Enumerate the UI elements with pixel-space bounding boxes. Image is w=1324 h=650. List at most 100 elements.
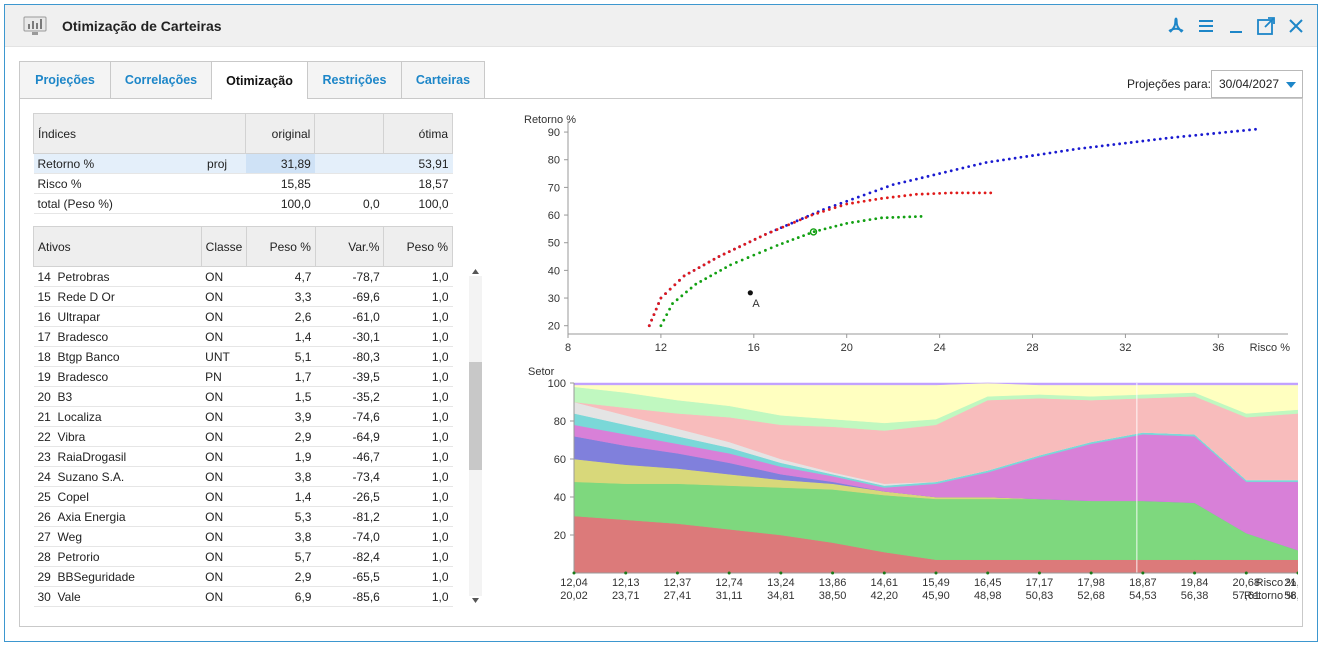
x-tick-label-return: 57,61 — [1233, 590, 1261, 602]
index-otima: 53,91 — [383, 153, 453, 174]
frontier-point — [845, 202, 849, 206]
scroll-up-icon[interactable] — [469, 266, 485, 276]
indices-header-original[interactable]: original — [245, 113, 316, 154]
minimize-icon[interactable] — [1225, 15, 1247, 37]
indices-header-mid[interactable] — [314, 113, 385, 154]
frontier-point — [758, 235, 762, 239]
asset-row[interactable]: 21 Localiza ON 3,9 -74,6 1,0 — [33, 406, 453, 427]
frontier-point — [891, 183, 895, 187]
frontier-point — [891, 216, 895, 219]
x-tick-label-return: 48,98 — [974, 590, 1002, 602]
scroll-down-icon[interactable] — [469, 596, 485, 606]
indices-row[interactable]: Retorno % proj 31,89 53,91 — [33, 153, 453, 174]
frontier-point — [944, 191, 947, 195]
asset-name-cell: 16 Ultrapar — [33, 306, 202, 327]
pdf-icon[interactable] — [1165, 15, 1187, 37]
frontier-point — [862, 219, 866, 222]
scroll-thumb[interactable] — [469, 362, 482, 470]
indices-header-otima[interactable]: ótima — [383, 113, 453, 154]
index-name: Retorno % — [33, 153, 204, 174]
asset-row[interactable]: 18 Btgp Banco UNT 5,1 -80,3 1,0 — [33, 346, 453, 367]
asset-row[interactable]: 15 Rede D Or ON 3,3 -69,6 1,0 — [33, 286, 453, 307]
asset-weight-optimal: 1,0 — [383, 426, 453, 447]
tab-restricoes[interactable]: Restrições — [307, 61, 401, 99]
asset-row[interactable]: 19 Bradesco PN 1,7 -39,5 1,0 — [33, 366, 453, 387]
asset-class: ON — [201, 326, 247, 347]
y-axis-label: Setor — [528, 366, 555, 378]
assets-header-var[interactable]: Var.% — [314, 226, 385, 267]
frontier-point — [804, 216, 808, 219]
projection-date-select[interactable]: 30/04/2027 — [1211, 70, 1303, 98]
frontier-point — [833, 206, 837, 210]
frontier-point — [891, 195, 895, 199]
frontier-point — [903, 180, 907, 184]
asset-weight-optimal: 1,0 — [383, 346, 453, 367]
asset-row[interactable]: 14 Petrobras ON 4,7 -78,7 1,0 — [33, 266, 453, 287]
asset-row[interactable]: 24 Suzano S.A. ON 3,8 -73,4 1,0 — [33, 466, 453, 487]
frontier-point — [682, 274, 686, 278]
x-tick-label-risk: 17,98 — [1077, 577, 1105, 589]
menu-icon[interactable] — [1195, 15, 1217, 37]
frontier-point — [680, 294, 684, 298]
asset-row[interactable]: 28 Petrorio ON 5,7 -82,4 1,0 — [33, 546, 453, 567]
asset-variation: -61,0 — [315, 306, 384, 327]
x-tick-label-risk: 12,13 — [612, 577, 640, 589]
x-tick-label-return: 56,38 — [1181, 590, 1209, 602]
indices-row[interactable]: total (Peso %) 100,0 0,0 100,0 — [33, 193, 453, 214]
asset-weight: 5,7 — [246, 546, 316, 567]
asset-row[interactable]: 30 Vale ON 6,9 -85,6 1,0 — [33, 586, 453, 607]
popout-icon[interactable] — [1255, 15, 1277, 37]
frontier-point — [1170, 136, 1174, 139]
frontier-point — [827, 208, 831, 211]
indices-row[interactable]: Risco % 15,85 18,57 — [33, 173, 453, 194]
assets-scrollbar[interactable] — [466, 266, 482, 606]
frontier-point — [650, 318, 654, 322]
x-tick-label-risk: 12,74 — [715, 577, 743, 589]
asset-number: 29 — [37, 569, 51, 584]
frontier-point — [719, 268, 723, 272]
asset-row[interactable]: 17 Bradesco ON 1,4 -30,1 1,0 — [33, 326, 453, 347]
asset-row[interactable]: 16 Ultrapar ON 2,6 -61,0 1,0 — [33, 306, 453, 327]
assets-header-peso2[interactable]: Peso % — [383, 226, 453, 267]
indices-header-name[interactable]: Índices — [32, 113, 247, 154]
tab-carteiras[interactable]: Carteiras — [401, 61, 485, 99]
x-marker — [1244, 571, 1248, 575]
tab-correlacoes[interactable]: Correlações — [110, 61, 211, 99]
optimal-point — [809, 228, 818, 236]
x-marker — [1037, 571, 1041, 575]
tab-otimizacao[interactable]: Otimização — [211, 61, 307, 100]
asset-name: Bradesco — [57, 369, 109, 384]
assets-header-peso[interactable]: Peso % — [246, 226, 316, 267]
asset-weight-optimal: 1,0 — [383, 586, 453, 607]
asset-row[interactable]: 20 B3 ON 1,5 -35,2 1,0 — [33, 386, 453, 407]
frontier-point — [885, 216, 889, 220]
asset-row[interactable]: 26 Axia Energia ON 5,3 -81,2 1,0 — [33, 506, 453, 527]
frontier-point — [845, 199, 849, 203]
asset-row[interactable]: 29 BBSeguridade ON 2,9 -65,5 1,0 — [33, 566, 453, 587]
efficient-frontier-chart[interactable]: Retorno % 20 30 40 50 60 70 80 90 8 12 16 20 24 28 32 36… — [498, 109, 1298, 359]
asset-row[interactable]: 22 Vibra ON 2,9 -64,9 1,0 — [33, 426, 453, 447]
x-tick-label: 16 — [748, 342, 760, 354]
x-tick-label-risk: 12,04 — [560, 577, 588, 589]
asset-variation: -81,2 — [315, 506, 384, 527]
frontier-point — [1083, 146, 1087, 150]
asset-row[interactable]: 23 RaiaDrogasil ON 1,9 -46,7 1,0 — [33, 446, 453, 467]
assets-header-ativos[interactable]: Ativos — [33, 226, 202, 267]
asset-row[interactable]: 25 Copel ON 1,4 -26,5 1,0 — [33, 486, 453, 507]
x-tick-label-risk: 21,67 — [1284, 577, 1298, 589]
frontier-point — [781, 225, 785, 229]
close-icon[interactable] — [1285, 15, 1307, 37]
frontier-point — [1089, 145, 1092, 149]
y-tick-label: 50 — [548, 238, 560, 250]
tab-projecoes[interactable]: Projeções — [19, 61, 110, 99]
assets-header-classe[interactable]: Classe — [200, 226, 248, 267]
frontier-point — [1048, 151, 1052, 155]
asset-name-cell: 26 Axia Energia — [33, 506, 202, 527]
asset-name-cell: 25 Copel — [33, 486, 202, 507]
asset-row[interactable]: 27 Weg ON 3,8 -74,0 1,0 — [33, 526, 453, 547]
x-tick-label-risk: 16,45 — [974, 577, 1002, 589]
index-mid — [314, 173, 384, 194]
asset-weight: 2,6 — [246, 306, 316, 327]
frontier-point — [1118, 142, 1122, 146]
